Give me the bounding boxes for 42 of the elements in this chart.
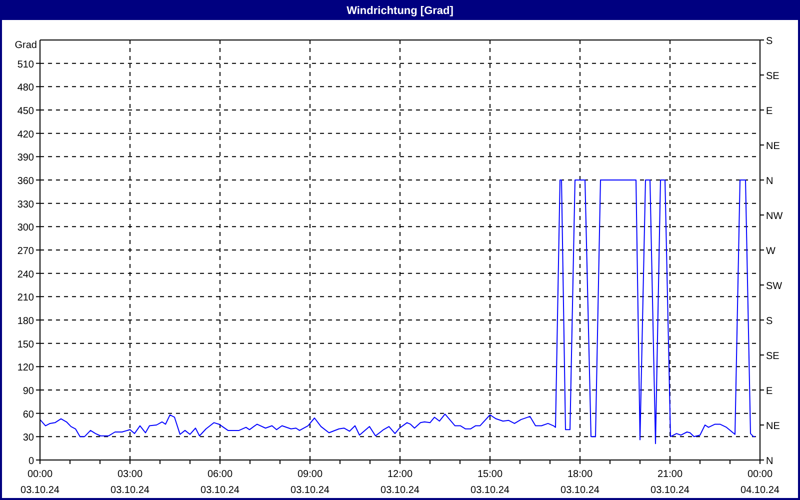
x-tick-label: 15:00 03.10.24 <box>470 469 510 496</box>
y-tick-label: 150 <box>17 339 34 350</box>
text: N <box>766 456 774 467</box>
y-tick-label: 240 <box>17 269 34 280</box>
y-tick-label: 120 <box>17 362 34 374</box>
y-tick-label: 510 <box>17 59 34 70</box>
text: NE <box>766 421 780 432</box>
text: SW <box>766 281 783 292</box>
y-tick-label: 360 <box>17 176 34 187</box>
x-tick-label: 21:00 03.10.24 <box>650 469 690 496</box>
y-tick-label: 0 <box>28 456 34 467</box>
x-tick-label: 18:00 03.10.24 <box>560 469 600 496</box>
chart-title: Windrichtung [Grad] <box>346 5 454 17</box>
x-tick-label: 00:00 03.10.24 <box>20 469 60 496</box>
x-tick-label: 06:00 03.10.24 <box>200 469 240 496</box>
text: E <box>766 106 773 117</box>
y-tick-label: 30 <box>22 432 34 444</box>
y-tick-label: 450 <box>17 106 34 117</box>
y-tick-label: 180 <box>17 316 34 327</box>
y-tick-label: 390 <box>17 152 34 164</box>
y-tick-label: 300 <box>17 222 34 234</box>
text: SE <box>766 71 780 82</box>
text: E <box>766 386 773 397</box>
text: W <box>766 246 776 257</box>
text: S <box>766 36 773 47</box>
text: N <box>766 176 774 187</box>
text: NE <box>766 141 780 152</box>
x-tick-label: 00:00 04.10.24 <box>740 469 780 496</box>
y-tick-label: 210 <box>17 292 34 304</box>
y-tick-label: 480 <box>17 82 34 94</box>
text: S <box>766 316 773 327</box>
y-axis-title: Grad <box>14 40 37 51</box>
x-tick-label: 03:00 03.10.24 <box>110 469 150 496</box>
x-tick-label: 09:00 03.10.24 <box>290 469 330 496</box>
y-tick-label: 330 <box>17 199 34 210</box>
y-tick-label: 420 <box>17 129 34 140</box>
y-tick-label: 90 <box>22 386 34 397</box>
y-tick-label: 270 <box>17 246 34 257</box>
text: NW <box>766 211 784 222</box>
text: SE <box>766 351 780 362</box>
x-tick-label: 12:00 03.10.24 <box>380 469 420 496</box>
y-tick-label: 60 <box>22 409 34 420</box>
